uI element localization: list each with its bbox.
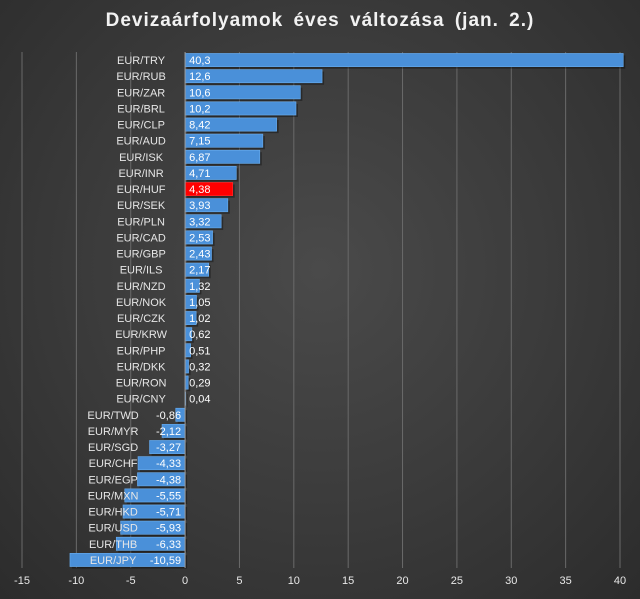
category-label: EUR/JPY — [90, 555, 137, 567]
data-label: 0,04 — [189, 394, 210, 406]
category-label: EUR/DKK — [117, 361, 167, 373]
data-label: -5,55 — [156, 490, 181, 502]
data-label: 2,43 — [189, 249, 210, 261]
x-tick-label: 15 — [342, 575, 354, 587]
category-label: EUR/MYR — [88, 426, 139, 438]
data-label: -5,71 — [156, 507, 181, 519]
data-label: -6,33 — [156, 539, 181, 551]
category-label: EUR/ILS — [120, 265, 163, 277]
chart-title: Devizaárfolyamok éves változása (jan. 2.… — [105, 10, 535, 31]
x-tick-label: -15 — [14, 575, 30, 587]
category-label: EUR/NZD — [117, 281, 166, 293]
data-label: 10,6 — [189, 87, 210, 99]
category-label: EUR/HUF — [117, 184, 166, 196]
x-tick-label: -5 — [126, 575, 136, 587]
data-label: -3,27 — [156, 442, 181, 454]
data-label: -0,86 — [156, 410, 181, 422]
data-label: 1,05 — [189, 297, 210, 309]
data-label: 0,29 — [189, 378, 210, 390]
category-label: EUR/TWD — [87, 410, 138, 422]
data-label: 2,17 — [189, 265, 210, 277]
category-label: EUR/AUD — [116, 136, 166, 148]
data-label: 8,42 — [189, 120, 210, 132]
category-label: EUR/USD — [88, 523, 138, 535]
category-label: EUR/EGP — [88, 474, 138, 486]
x-tick-label: 25 — [451, 575, 463, 587]
category-label: EUR/GBP — [116, 249, 166, 261]
data-label: 3,93 — [189, 200, 210, 212]
data-label: 2,53 — [189, 232, 210, 244]
data-label: -4,38 — [156, 474, 181, 486]
x-tick-label: 35 — [560, 575, 572, 587]
x-tick-label: 20 — [396, 575, 408, 587]
data-label: 7,15 — [189, 136, 210, 148]
data-label: -4,33 — [156, 458, 181, 470]
data-label: 40,3 — [189, 55, 210, 67]
category-label: EUR/PLN — [117, 216, 165, 228]
category-label: EUR/CZK — [117, 313, 166, 325]
category-label: EUR/TRY — [117, 55, 166, 67]
category-label: EUR/RON — [116, 378, 167, 390]
category-label: EUR/SGD — [88, 442, 138, 454]
data-label: 4,71 — [189, 168, 210, 180]
data-label: 0,62 — [189, 329, 210, 341]
category-label: EUR/ISK — [119, 152, 164, 164]
x-tick-label: 30 — [505, 575, 517, 587]
bar — [184, 53, 624, 67]
category-label: EUR/INR — [118, 168, 163, 180]
data-label: 4,38 — [189, 184, 210, 196]
data-label: 0,32 — [189, 361, 210, 373]
category-label: EUR/CAD — [116, 232, 166, 244]
data-label: -10,59 — [150, 555, 181, 567]
data-label: 12,6 — [189, 71, 210, 83]
category-label: EUR/PHP — [117, 345, 166, 357]
data-label: 1,02 — [189, 313, 210, 325]
category-label: EUR/CLP — [117, 120, 165, 132]
category-label: EUR/RUB — [116, 71, 166, 83]
bar — [184, 359, 189, 374]
category-label: EUR/THB — [89, 539, 137, 551]
category-label: EUR/BRL — [117, 103, 165, 115]
data-label: -5,93 — [156, 523, 181, 535]
x-tick-label: 5 — [236, 575, 242, 587]
category-label: EUR/MXN — [88, 490, 139, 502]
data-label: 10,2 — [189, 103, 210, 115]
category-label: EUR/CHF — [89, 458, 138, 470]
bar-shadow — [187, 394, 188, 408]
category-label: EUR/KRW — [115, 329, 167, 341]
data-label: 6,87 — [189, 152, 210, 164]
category-label: EUR/ZAR — [117, 87, 165, 99]
x-tick-label: -10 — [68, 575, 84, 587]
bar-shadow — [187, 377, 191, 392]
data-label: 1,32 — [189, 281, 210, 293]
category-label: EUR/NOK — [116, 297, 167, 309]
x-tick-label: 10 — [288, 575, 300, 587]
x-tick-label: 40 — [614, 575, 626, 587]
category-label: EUR/HKD — [88, 507, 138, 519]
x-tick-label: 0 — [182, 575, 188, 587]
data-label: -2,12 — [156, 426, 181, 438]
data-label: 3,32 — [189, 216, 210, 228]
category-label: EUR/CNY — [116, 394, 166, 406]
data-label: 0,51 — [189, 345, 210, 357]
category-label: EUR/SEK — [117, 200, 166, 212]
